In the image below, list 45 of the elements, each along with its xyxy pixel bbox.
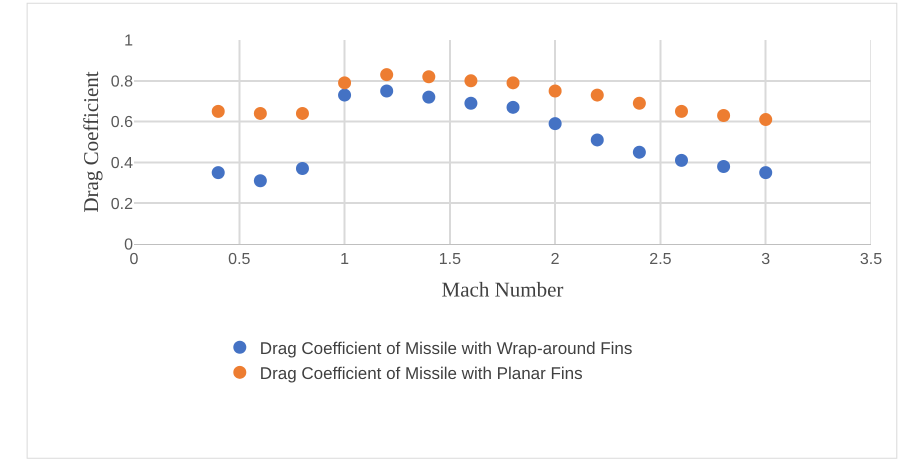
x-tick-label: 1 bbox=[340, 251, 350, 268]
y-tick-label: 0.6 bbox=[110, 114, 134, 132]
point bbox=[506, 100, 520, 114]
legend-label: Drag Coefficient of Missile with Wrap-around Fins bbox=[260, 338, 632, 358]
point bbox=[296, 162, 309, 176]
point bbox=[338, 88, 352, 102]
point bbox=[548, 84, 562, 98]
y-tick-label: 1 bbox=[124, 32, 134, 50]
point bbox=[632, 96, 646, 110]
y-tick-label: 0.2 bbox=[110, 196, 134, 213]
y-tick-label: 0 bbox=[124, 236, 134, 254]
point bbox=[254, 174, 267, 188]
y-tick-label: 0.8 bbox=[110, 73, 134, 90]
y-tick-label: 0.4 bbox=[110, 155, 134, 172]
point bbox=[590, 133, 604, 146]
point bbox=[548, 117, 562, 130]
x-axis-title: Mach Number bbox=[442, 277, 564, 302]
point bbox=[464, 74, 478, 88]
x-tick-label: 3 bbox=[761, 251, 770, 268]
point bbox=[590, 88, 604, 102]
point bbox=[422, 70, 436, 84]
x-tick-label: 0.5 bbox=[228, 251, 251, 268]
point bbox=[212, 166, 225, 180]
point bbox=[674, 104, 688, 118]
x-tick-label: 1.5 bbox=[438, 251, 462, 268]
point bbox=[506, 76, 520, 90]
point bbox=[254, 106, 267, 120]
x-tick-label: 2.5 bbox=[649, 251, 672, 268]
point bbox=[717, 108, 730, 122]
point bbox=[380, 68, 394, 82]
point bbox=[380, 84, 394, 98]
point bbox=[632, 146, 646, 159]
point bbox=[674, 154, 688, 167]
point bbox=[759, 113, 772, 126]
x-tick-label: 3.5 bbox=[860, 251, 882, 268]
point bbox=[212, 104, 225, 118]
point bbox=[296, 106, 309, 120]
point bbox=[422, 90, 436, 104]
y-axis-title: Drag Coefficient bbox=[78, 71, 103, 213]
x-tick-label: 2 bbox=[550, 251, 560, 268]
point bbox=[759, 166, 772, 180]
point bbox=[717, 160, 730, 173]
point bbox=[464, 96, 478, 110]
point bbox=[338, 76, 352, 90]
legend-label: Drag Coefficient of Missile with Planar Fins bbox=[260, 364, 583, 383]
